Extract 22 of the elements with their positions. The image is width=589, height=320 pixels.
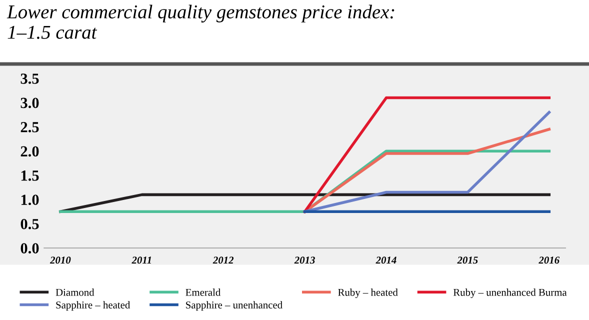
x-tick-label: 2010: [50, 256, 71, 264]
legend-label: Sapphire – heated: [56, 301, 130, 311]
legend-label: Ruby – unenhanced Burma: [453, 288, 567, 298]
x-tick-label: 2016: [538, 256, 560, 264]
x-tick-label: 2012: [212, 256, 234, 264]
legend-label: Ruby – heated: [338, 288, 398, 298]
y-tick-label: 0.0: [20, 243, 39, 254]
x-tick-label: 2011: [132, 256, 151, 264]
y-tick-label: 2.0: [20, 146, 39, 157]
y-tick-label: 3.5: [20, 74, 39, 84]
y-tick-label: 2.5: [20, 122, 39, 132]
x-tick-label: 2013: [294, 256, 315, 264]
legend-label: Emerald: [186, 288, 221, 296]
x-tick-label: 2014: [376, 256, 396, 264]
chart-title: Lower commercial quality gemstones price index: 1–1.5 carat: [6, 4, 394, 39]
y-tick-label: 1.5: [21, 170, 39, 181]
legend-label: Diamond: [56, 288, 94, 296]
legend-label: Sapphire – unenhanced: [186, 301, 282, 311]
y-tick-label: 1.0: [21, 194, 39, 206]
x-tick-label: 2015: [457, 256, 478, 264]
y-tick-label: 3.0: [20, 98, 39, 108]
y-tick-label: 0.5: [20, 218, 39, 230]
